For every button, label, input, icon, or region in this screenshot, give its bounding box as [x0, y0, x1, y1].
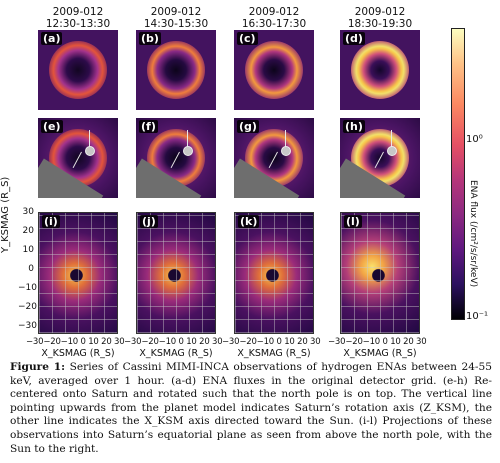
column-title-3: 2009-012 16:30-17:30	[234, 6, 314, 30]
y-tick: 0	[28, 264, 34, 274]
panel-label: (j)	[140, 215, 158, 228]
x-ticks: −30−20−10 0 10 20 30	[222, 337, 321, 347]
panel-label: (d)	[343, 32, 365, 45]
y-tick: −20	[18, 302, 37, 312]
panel-l-projection: (l)	[340, 212, 420, 334]
panel-label: (f)	[139, 120, 158, 133]
colorbar-tick-high: 10⁰	[466, 134, 483, 145]
panel-label: (c)	[237, 32, 258, 45]
panel-g-recentered: (g)	[234, 118, 314, 198]
x-axis-label: X_KSMAG (R_S)	[343, 348, 417, 359]
panel-label: (e)	[41, 120, 63, 133]
colorbar	[451, 28, 465, 320]
column-date: 2009-012	[248, 6, 300, 18]
column-time: 18:30-19:30	[347, 18, 413, 30]
panel-e-recentered: (e)	[38, 118, 118, 198]
column-date: 2009-012	[52, 6, 104, 18]
y-axis-label: Y_KSMAG (R_S)	[0, 176, 11, 253]
column-date: 2009-012	[354, 6, 406, 18]
ena-ring	[147, 41, 205, 99]
colorbar-label: ENA flux (/cm²/s/sr/keV)	[468, 180, 478, 288]
panel-label: (b)	[139, 32, 161, 45]
rotation-axis-line	[285, 130, 287, 148]
saturn-planet-model	[281, 146, 291, 156]
y-tick: 20	[22, 226, 34, 236]
panel-h-recentered: (h)	[340, 118, 420, 198]
figure-caption: Figure 1: Series of Cassini MIMI-INCA ob…	[10, 361, 492, 456]
column-time: 16:30-17:30	[241, 18, 307, 30]
column-date: 2009-012	[150, 6, 202, 18]
ena-ring	[351, 41, 409, 99]
colorbar-tick-low: 10⁻¹	[466, 311, 489, 322]
panel-label: (a)	[41, 32, 63, 45]
x-axis-label: X_KSMAG (R_S)	[237, 348, 311, 359]
saturn-planet-model	[387, 146, 397, 156]
panel-i-projection: (i)	[38, 212, 118, 334]
y-tick: −30	[18, 321, 37, 331]
ena-ring	[49, 41, 107, 99]
column-title-1: 2009-012 12:30-13:30	[38, 6, 118, 30]
panel-label: (i)	[42, 215, 60, 228]
x-ticks: −30−20−10 0 10 20 30	[124, 337, 223, 347]
rotation-axis-line	[391, 130, 393, 148]
x-axis-label: X_KSMAG (R_S)	[139, 348, 213, 359]
panel-d-detector-grid: (d)	[340, 30, 420, 110]
column-title-4: 2009-012 18:30-19:30	[340, 6, 420, 30]
rotation-axis-line	[89, 130, 91, 148]
panel-label: (l)	[344, 215, 362, 228]
saturn-planet-model	[183, 146, 193, 156]
y-tick: −10	[18, 283, 37, 293]
rotation-axis-line	[187, 130, 189, 148]
saturn-planet-model	[85, 146, 95, 156]
x-axis-label: X_KSMAG (R_S)	[41, 348, 115, 359]
y-tick: 10	[22, 245, 34, 255]
panel-b-detector-grid: (b)	[136, 30, 216, 110]
y-tick: 30	[22, 207, 34, 217]
panel-label: (h)	[343, 120, 365, 133]
panel-j-projection: (j)	[136, 212, 216, 334]
x-ticks: −30−20−10 0 10 20 30	[26, 337, 125, 347]
panel-a-detector-grid: (a)	[38, 30, 118, 110]
column-time: 14:30-15:30	[143, 18, 209, 30]
column-time: 12:30-13:30	[45, 18, 111, 30]
panel-f-recentered: (f)	[136, 118, 216, 198]
figure-label: Figure 1:	[10, 361, 66, 373]
ena-ring	[245, 41, 303, 99]
panel-c-detector-grid: (c)	[234, 30, 314, 110]
caption-text: Series of Cassini MIMI-INCA observations…	[10, 361, 492, 455]
column-title-2: 2009-012 14:30-15:30	[136, 6, 216, 30]
x-ticks: −30−20−10 0 10 20 30	[328, 337, 427, 347]
panel-label: (k)	[238, 215, 260, 228]
panel-label: (g)	[237, 120, 259, 133]
panel-k-projection: (k)	[234, 212, 314, 334]
